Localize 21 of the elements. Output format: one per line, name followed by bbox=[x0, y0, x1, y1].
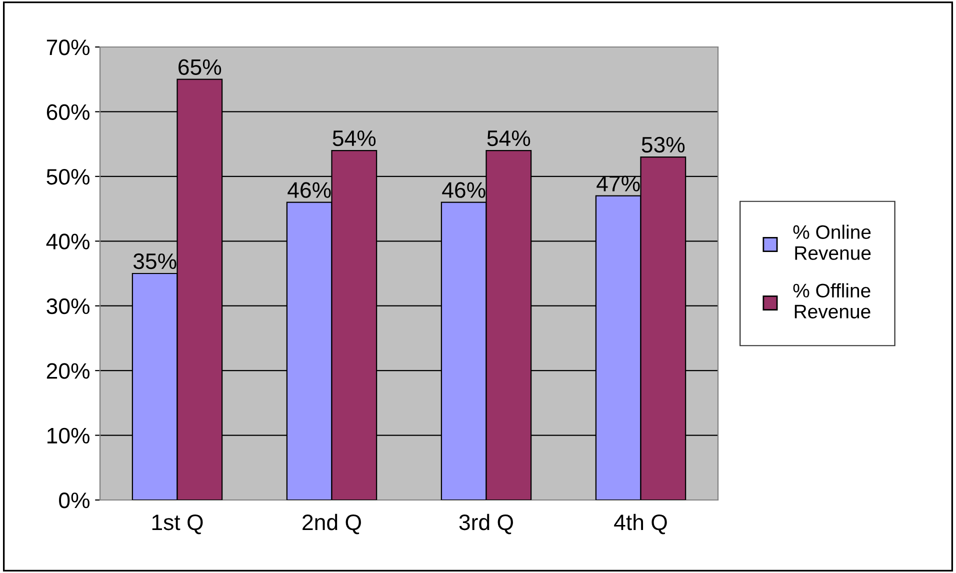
y-tick-label: 20% bbox=[46, 363, 90, 379]
y-tick-label: 50% bbox=[46, 168, 90, 185]
y-tick-label: 0% bbox=[59, 492, 90, 508]
data-label: 54% bbox=[487, 130, 530, 146]
y-tick-label: 40% bbox=[46, 234, 90, 250]
data-label: 35% bbox=[133, 253, 176, 270]
y-tick-label: 60% bbox=[46, 104, 90, 120]
y-tick-label: 70% bbox=[46, 40, 90, 56]
legend-label: % Offline Revenue bbox=[793, 283, 870, 318]
x-tick-label: 4th Q bbox=[614, 514, 667, 534]
x-tick-label: 3rd Q bbox=[459, 514, 513, 534]
data-label: 46% bbox=[288, 182, 331, 198]
data-label: 65% bbox=[178, 59, 222, 75]
data-label: 53% bbox=[642, 136, 685, 153]
x-tick-label: 2nd Q bbox=[302, 514, 361, 534]
legend-label: % Online Revenue bbox=[793, 224, 871, 260]
data-label: 46% bbox=[442, 182, 486, 198]
y-tick-label: 10% bbox=[47, 428, 90, 444]
data-label: 54% bbox=[332, 130, 376, 146]
y-tick-label: 30% bbox=[46, 298, 90, 314]
x-tick-label: 1st Q bbox=[152, 514, 203, 534]
